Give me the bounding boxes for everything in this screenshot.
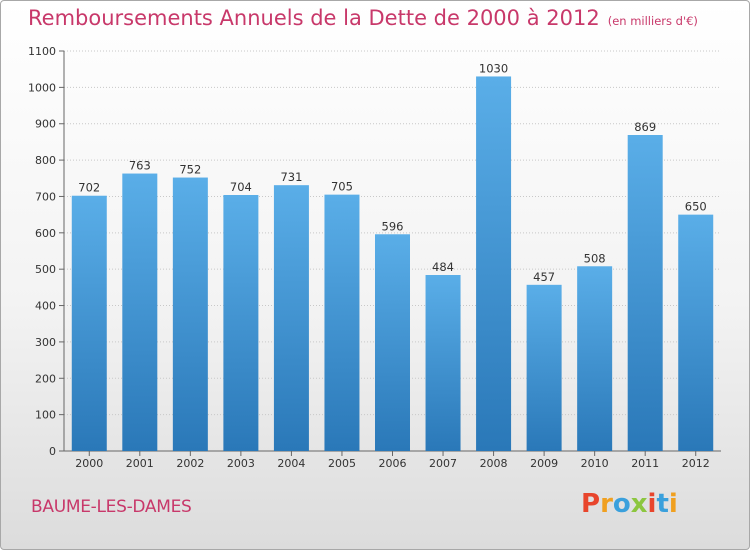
logo-letter: x	[630, 489, 648, 519]
bar-value-label: 508	[584, 251, 606, 265]
x-tick-label: 2009	[530, 457, 558, 470]
bar-value-label: 484	[432, 260, 454, 274]
bar	[324, 194, 360, 452]
x-tick-label: 2012	[682, 457, 710, 470]
bar-value-label: 869	[634, 120, 656, 134]
chart-title-text: Remboursements Annuels de la Dette de 20…	[28, 6, 600, 30]
y-tick-label: 300	[35, 336, 56, 349]
bar	[273, 185, 309, 451]
value-labels: 702 763 752 704 731 705 596 484 1030 457 508 869 650	[78, 61, 706, 283]
y-tick-label: 900	[35, 118, 56, 131]
y-tick-label: 200	[35, 372, 56, 385]
bar-value-label: 752	[179, 163, 201, 177]
chart-title: Remboursements Annuels de la Dette de 20…	[28, 6, 698, 30]
bar	[375, 234, 410, 451]
y-axis-ticks: 0 100 200 300 400 500 600 700 800 900 1000 1100	[28, 45, 64, 458]
bar	[425, 275, 461, 451]
bar	[172, 177, 208, 451]
x-tick-label: 2008	[480, 457, 508, 470]
x-tick-label: 2006	[379, 457, 407, 470]
x-tick-label: 2002	[176, 457, 204, 470]
bar	[627, 135, 663, 451]
bar-value-label: 705	[331, 180, 353, 194]
bar-value-label: 704	[230, 180, 252, 194]
bar-value-label: 596	[382, 219, 404, 233]
x-tick-label: 2001	[126, 457, 154, 470]
x-tick-label: 2005	[328, 457, 356, 470]
y-tick-label: 400	[35, 300, 56, 313]
bars	[71, 76, 714, 452]
x-tick-label: 2011	[631, 457, 659, 470]
bar	[122, 173, 158, 451]
bar-value-label: 457	[533, 270, 555, 284]
x-axis-ticks: 2000 2001 2002 2003 2004 2005 2006 2007 2008 2009…	[75, 451, 710, 470]
y-tick-label: 700	[35, 190, 56, 203]
bar	[476, 76, 512, 452]
bar-value-label: 650	[685, 200, 707, 214]
logo-letter: i	[668, 489, 678, 519]
x-tick-label: 2004	[277, 457, 305, 470]
bar	[526, 284, 562, 451]
y-tick-label: 800	[35, 154, 56, 167]
x-tick-label: 2007	[429, 457, 457, 470]
bar-value-label: 731	[280, 170, 302, 184]
y-tick-label: 1100	[28, 45, 56, 58]
bar	[223, 195, 259, 451]
bar	[678, 214, 714, 451]
logo-letter: i	[647, 489, 657, 519]
y-tick-label: 500	[35, 263, 56, 276]
proxiti-logo[interactable]: Proxiti	[581, 489, 678, 519]
bar	[71, 195, 107, 451]
location-label: BAUME-LES-DAMES	[31, 497, 192, 517]
x-tick-label: 2000	[75, 457, 103, 470]
logo-letter: o	[612, 489, 631, 519]
chart-unit-subtitle: (en milliers d'€)	[607, 14, 698, 28]
bar-value-label: 763	[129, 159, 151, 173]
logo-letter: P	[581, 489, 601, 519]
logo-letter: t	[656, 489, 669, 519]
logo-letter: r	[600, 489, 613, 519]
y-tick-label: 0	[49, 445, 56, 458]
x-tick-label: 2003	[227, 457, 255, 470]
y-tick-label: 600	[35, 227, 56, 240]
y-tick-label: 100	[35, 409, 56, 422]
bar-value-label: 1030	[479, 61, 508, 75]
bar-value-label: 702	[78, 181, 100, 195]
bar	[577, 266, 613, 451]
x-tick-label: 2010	[581, 457, 609, 470]
y-tick-label: 1000	[28, 81, 56, 94]
